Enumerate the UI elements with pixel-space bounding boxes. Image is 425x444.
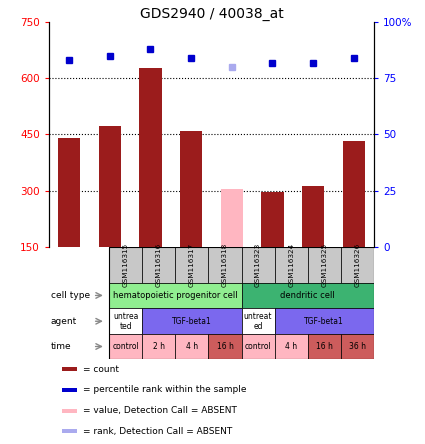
Text: 4 h: 4 h <box>285 342 297 351</box>
Text: time: time <box>51 342 71 351</box>
Bar <box>109 334 142 359</box>
Bar <box>99 126 121 246</box>
Bar <box>221 190 243 246</box>
Text: GSM116325: GSM116325 <box>321 242 327 287</box>
Text: = value, Detection Call = ABSENT: = value, Detection Call = ABSENT <box>83 406 237 415</box>
Bar <box>62 388 76 392</box>
Bar <box>175 246 208 282</box>
Bar <box>175 334 208 359</box>
Text: cell type: cell type <box>51 291 90 300</box>
Text: = rank, Detection Call = ABSENT: = rank, Detection Call = ABSENT <box>83 427 232 436</box>
Text: GSM116323: GSM116323 <box>255 242 261 287</box>
Bar <box>275 308 374 334</box>
Bar <box>241 334 275 359</box>
Text: GSM116326: GSM116326 <box>354 242 360 287</box>
Text: control: control <box>112 342 139 351</box>
Text: TGF-beta1: TGF-beta1 <box>172 317 212 326</box>
Bar <box>308 246 341 282</box>
Text: untrea
ted: untrea ted <box>113 312 138 331</box>
Bar <box>109 246 374 359</box>
Text: GSM116317: GSM116317 <box>189 242 195 287</box>
Text: agent: agent <box>51 317 77 326</box>
Bar <box>109 282 241 308</box>
Text: 2 h: 2 h <box>153 342 165 351</box>
Bar <box>109 308 142 334</box>
Bar <box>275 334 308 359</box>
Bar <box>142 308 241 334</box>
Bar <box>261 192 283 246</box>
Text: TGF-beta1: TGF-beta1 <box>304 317 344 326</box>
Text: hematopoietic progenitor cell: hematopoietic progenitor cell <box>113 291 238 300</box>
Bar <box>62 408 76 412</box>
Text: = percentile rank within the sample: = percentile rank within the sample <box>83 385 246 394</box>
Text: GSM116315: GSM116315 <box>122 242 129 287</box>
Bar <box>241 282 374 308</box>
Bar <box>139 68 162 246</box>
Text: 16 h: 16 h <box>316 342 333 351</box>
Bar <box>109 246 142 282</box>
Bar <box>302 186 324 246</box>
Bar <box>241 308 275 334</box>
Bar <box>241 246 275 282</box>
Title: GDS2940 / 40038_at: GDS2940 / 40038_at <box>139 7 283 21</box>
Bar <box>308 334 341 359</box>
Bar <box>275 246 308 282</box>
Bar <box>208 246 241 282</box>
Text: GSM116318: GSM116318 <box>222 242 228 287</box>
Bar <box>142 334 175 359</box>
Bar <box>341 334 374 359</box>
Bar <box>343 141 365 246</box>
Bar <box>62 367 76 371</box>
Text: dendritic cell: dendritic cell <box>280 291 335 300</box>
Bar <box>180 131 202 246</box>
Text: = count: = count <box>83 365 119 374</box>
Text: untreat
ed: untreat ed <box>244 312 272 331</box>
Text: control: control <box>245 342 272 351</box>
Bar <box>62 429 76 433</box>
Bar <box>58 138 80 246</box>
Text: 36 h: 36 h <box>349 342 366 351</box>
Text: 4 h: 4 h <box>186 342 198 351</box>
Bar <box>208 334 241 359</box>
Text: GSM116324: GSM116324 <box>288 242 294 287</box>
Bar <box>142 246 175 282</box>
Text: 16 h: 16 h <box>216 342 233 351</box>
Text: GSM116316: GSM116316 <box>156 242 162 287</box>
Bar <box>341 246 374 282</box>
